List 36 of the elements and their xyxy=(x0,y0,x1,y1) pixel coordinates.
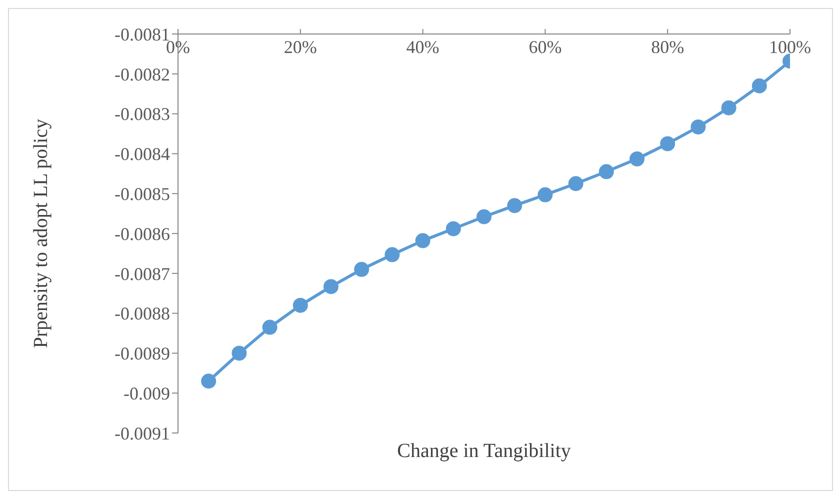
x-tick-label: 40% xyxy=(406,37,440,57)
point xyxy=(660,136,676,152)
y-tick-label: -0.0086 xyxy=(114,224,170,244)
point xyxy=(690,119,706,134)
x-tick-label: 100% xyxy=(769,37,811,57)
point xyxy=(721,100,736,116)
point xyxy=(752,78,767,94)
point xyxy=(354,262,370,277)
y-tick-label: -0.0089 xyxy=(114,344,170,364)
point xyxy=(324,279,338,294)
point xyxy=(630,151,644,166)
point xyxy=(507,198,522,214)
y-tick-label: -0.009 xyxy=(124,383,170,404)
point xyxy=(201,374,216,389)
point xyxy=(598,164,614,180)
point xyxy=(538,187,553,202)
point xyxy=(476,209,492,224)
point xyxy=(232,346,247,361)
y-axis-title: Prpensity to adopt LL policy xyxy=(30,118,52,348)
x-axis-title: Change in Tangibility xyxy=(396,440,572,463)
x-tick-label: 80% xyxy=(651,37,684,57)
y-tick-label: -0.0088 xyxy=(114,304,170,324)
x-tick-label: 20% xyxy=(284,37,317,57)
point xyxy=(384,247,400,262)
point xyxy=(262,320,278,335)
point xyxy=(446,221,461,236)
y-tick-label: -0.0087 xyxy=(114,264,170,284)
point xyxy=(415,233,430,248)
point xyxy=(568,176,584,192)
x-tick-label: 60% xyxy=(528,37,562,57)
y-tick-label: -0.0084 xyxy=(114,144,170,164)
y-tick-label: -0.0083 xyxy=(114,104,170,124)
point xyxy=(292,298,308,313)
y-tick-label: -0.0085 xyxy=(114,184,170,204)
y-tick-label: -0.0082 xyxy=(114,64,170,84)
y-tick-label: -0.0091 xyxy=(114,423,170,444)
